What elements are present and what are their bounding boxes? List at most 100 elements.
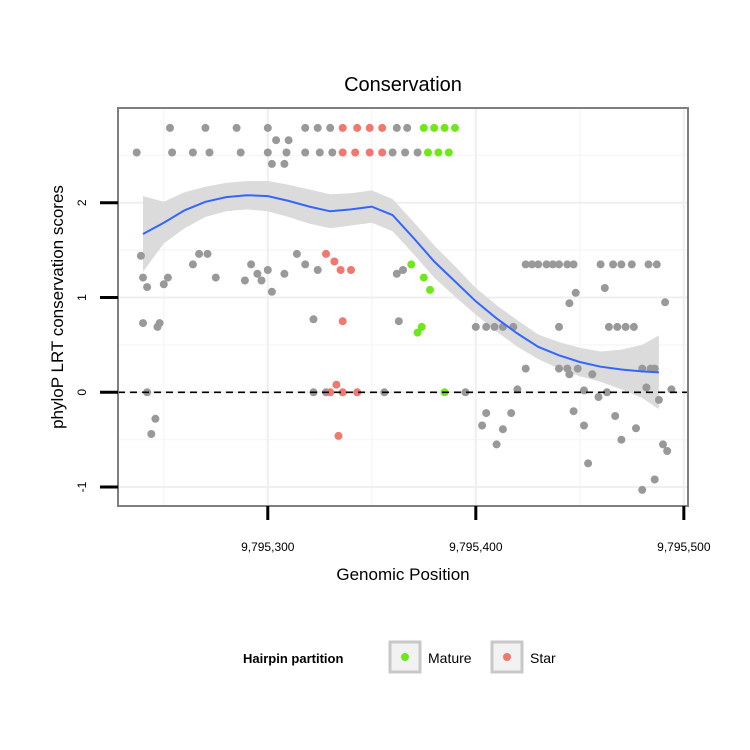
data-point-other xyxy=(232,123,241,132)
data-point-other xyxy=(282,148,291,157)
legend-label-mature: Mature xyxy=(428,650,472,666)
y-tick-label: 0 xyxy=(75,389,89,396)
data-point-other xyxy=(168,148,177,157)
data-point-other xyxy=(394,317,403,326)
chart-title: Conservation xyxy=(344,74,462,96)
data-point-other xyxy=(139,273,147,282)
data-point-other xyxy=(609,260,618,269)
data-point-other xyxy=(663,447,672,455)
legend-dot-star xyxy=(503,653,511,661)
data-point-other xyxy=(600,284,609,292)
data-point-other xyxy=(403,123,412,132)
data-point-other xyxy=(309,315,318,324)
data-point-mature xyxy=(426,285,434,294)
data-point-other xyxy=(263,148,272,157)
data-point-other xyxy=(617,435,626,444)
legend-dot-mature xyxy=(401,653,409,661)
data-point-other xyxy=(263,266,272,274)
data-point-other xyxy=(267,159,276,168)
data-point-other xyxy=(188,260,197,269)
data-point-other xyxy=(313,123,322,132)
data-point-other xyxy=(652,260,661,269)
data-point-other xyxy=(471,322,480,331)
x-tick-label: 9,795,300 xyxy=(241,540,295,554)
data-point-mature xyxy=(430,123,439,132)
data-point-other xyxy=(313,266,322,274)
data-point-mature xyxy=(424,148,432,157)
data-point-other xyxy=(563,260,572,269)
data-point-other xyxy=(211,273,220,282)
data-point-other xyxy=(642,383,651,392)
data-point-other xyxy=(602,388,611,397)
data-point-other xyxy=(188,148,197,157)
data-point-other xyxy=(584,459,593,468)
y-tick-label: 2 xyxy=(75,199,89,206)
data-point-mature xyxy=(451,123,459,132)
data-point-other xyxy=(392,269,401,278)
data-point-star xyxy=(351,148,360,157)
data-point-star xyxy=(353,123,362,132)
data-point-other xyxy=(604,322,613,331)
data-point-other xyxy=(143,283,152,292)
data-point-other xyxy=(195,249,204,258)
data-point-other xyxy=(588,370,597,379)
data-point-other xyxy=(401,148,410,157)
data-point-other xyxy=(413,148,422,157)
data-point-other xyxy=(326,123,335,132)
data-point-mature xyxy=(407,260,416,269)
data-point-star xyxy=(338,123,347,132)
data-point-other xyxy=(132,148,141,157)
data-point-other xyxy=(301,148,310,157)
legend-key-mature xyxy=(388,640,422,674)
data-point-other xyxy=(571,288,580,297)
data-point-star xyxy=(338,317,347,326)
data-point-other xyxy=(166,123,174,132)
data-point-other xyxy=(280,269,289,278)
data-point-other xyxy=(650,364,659,373)
data-point-other xyxy=(399,266,407,274)
grid-lines xyxy=(118,108,688,506)
data-point-star xyxy=(326,388,335,397)
legend-key-star xyxy=(490,640,524,674)
data-point-other xyxy=(513,385,522,394)
y-tick-label: 1 xyxy=(75,294,89,301)
data-point-other xyxy=(315,148,324,157)
data-point-other xyxy=(596,260,605,269)
data-point-other xyxy=(611,412,620,420)
data-point-other xyxy=(267,287,276,296)
data-point-other xyxy=(627,260,636,269)
legend-label-star: Star xyxy=(530,650,556,666)
data-point-other xyxy=(542,260,551,269)
data-point-star xyxy=(347,266,355,274)
data-point-star xyxy=(378,123,387,132)
data-point-star xyxy=(336,266,345,274)
data-point-other xyxy=(482,409,491,418)
y-axis: -1 0 1 2 xyxy=(75,199,118,492)
data-point-star xyxy=(334,431,343,440)
data-point-star xyxy=(332,380,341,389)
confidence-ribbon xyxy=(143,181,659,410)
data-point-other xyxy=(301,260,310,269)
data-point-other xyxy=(263,123,272,132)
data-point-other xyxy=(638,485,647,494)
plot-panel-background xyxy=(118,108,688,506)
data-point-other xyxy=(580,421,588,430)
legend-title: Hairpin partition xyxy=(243,651,343,666)
smooth-line-group xyxy=(142,194,659,374)
data-point-other xyxy=(478,421,487,430)
data-point-other xyxy=(257,276,266,285)
data-point-other xyxy=(328,148,337,157)
x-tick-label: 9,795,500 xyxy=(657,540,711,554)
data-point-other xyxy=(490,322,499,331)
data-point-other xyxy=(594,393,603,401)
data-point-mature xyxy=(413,328,422,337)
data-point-other xyxy=(205,148,214,157)
data-point-other xyxy=(482,322,491,331)
data-point-other xyxy=(498,425,507,434)
x-axis: 9,795,300 9,795,400 9,795,500 xyxy=(241,506,711,554)
data-point-other xyxy=(521,364,530,373)
data-point-other xyxy=(565,299,574,308)
data-point-star xyxy=(378,148,387,157)
data-point-star xyxy=(365,148,374,157)
